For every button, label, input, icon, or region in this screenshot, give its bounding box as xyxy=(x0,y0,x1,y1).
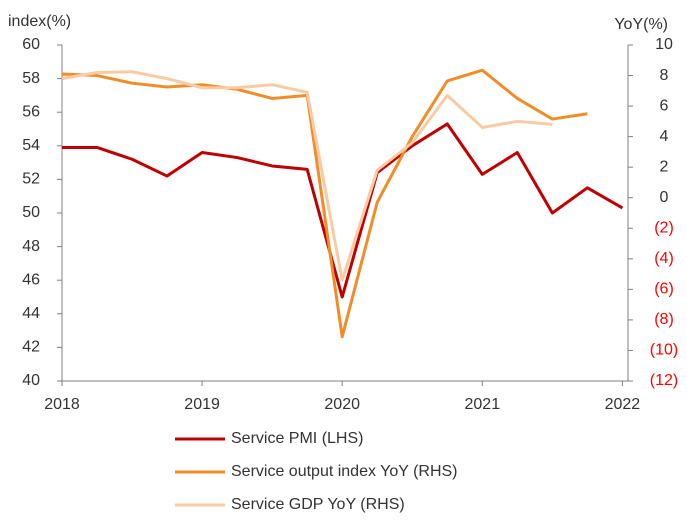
y2-axis-label: YoY(%) xyxy=(614,16,668,33)
y-tick-label: 42 xyxy=(22,339,40,356)
y-tick-label: 52 xyxy=(22,171,40,188)
x-tick-label: 2020 xyxy=(324,396,360,413)
y2-tick-label: (8) xyxy=(654,311,674,328)
y2-tick-label: 10 xyxy=(655,36,673,53)
y-tick-label: 56 xyxy=(22,103,40,120)
x-tick-label: 2021 xyxy=(465,396,501,413)
y2-tick-label: 0 xyxy=(660,189,669,206)
x-tick-label: 2022 xyxy=(605,396,641,413)
y-tick-label: 58 xyxy=(22,70,40,87)
y-tick-label: 50 xyxy=(22,204,40,221)
y2-tick-label: 6 xyxy=(660,97,669,114)
y2-tick-label: 2 xyxy=(660,158,669,175)
series-line xyxy=(62,122,624,299)
y-tick-label: 54 xyxy=(22,137,40,154)
y-axis-label: index(%) xyxy=(8,13,71,30)
y-tick-label: 46 xyxy=(22,271,40,288)
y2-tick-label: 8 xyxy=(660,67,669,84)
y2-tick-label: (12) xyxy=(650,372,678,389)
y-tick-label: 60 xyxy=(22,36,40,53)
legend-label: Service output index YoY (RHS) xyxy=(231,463,458,480)
legend-label: Service GDP YoY (RHS) xyxy=(231,496,405,513)
y-tick-label: 44 xyxy=(22,305,40,322)
y2-tick-label: (6) xyxy=(654,281,674,298)
x-tick-label: 2019 xyxy=(184,396,220,413)
y-tick-label: 48 xyxy=(22,238,40,255)
legend-label: Service PMI (LHS) xyxy=(231,430,363,447)
y-tick-label: 40 xyxy=(22,372,40,389)
x-tick-label: 2018 xyxy=(44,396,80,413)
series-line xyxy=(61,70,553,282)
y2-tick-label: (4) xyxy=(654,250,674,267)
y2-tick-label: (10) xyxy=(650,342,678,359)
y2-tick-label: 4 xyxy=(660,128,669,145)
y2-tick-label: (2) xyxy=(654,219,674,236)
series-line xyxy=(61,68,588,339)
